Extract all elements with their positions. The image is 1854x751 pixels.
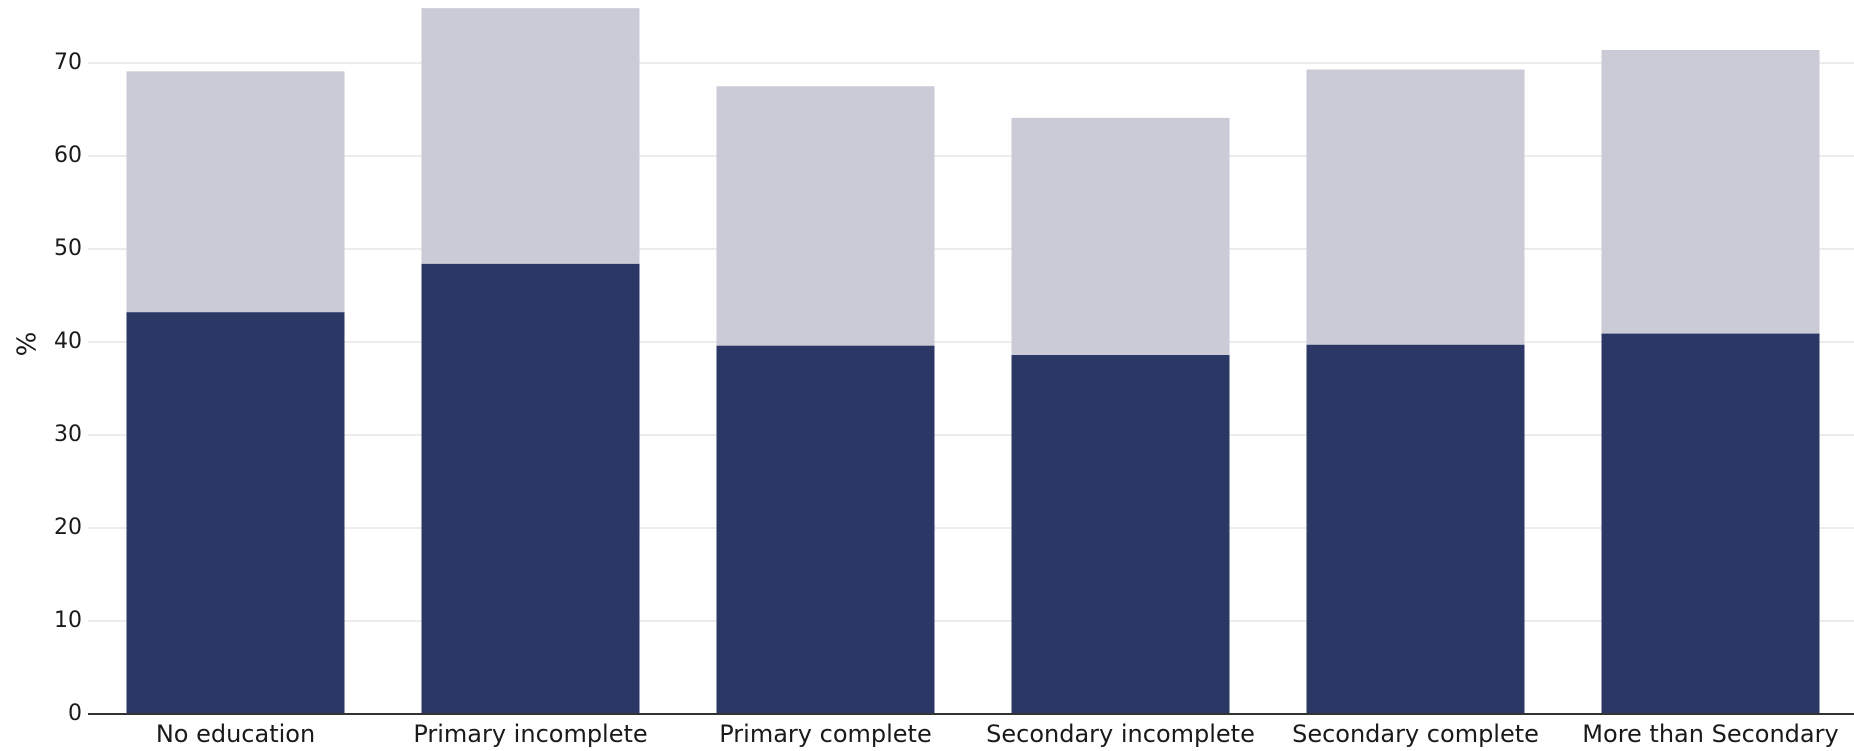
- y-tick-label: 10: [54, 608, 82, 633]
- y-tick-label: 0: [68, 701, 82, 726]
- x-tick-label: Secondary complete: [1292, 720, 1539, 748]
- x-tick-label: Secondary incomplete: [986, 720, 1255, 748]
- bar-front-3: [1011, 355, 1230, 714]
- bar-front-4: [1306, 344, 1525, 714]
- y-tick-label: 20: [54, 515, 82, 540]
- y-axis-title: %: [13, 332, 43, 357]
- bars: [126, 8, 1820, 715]
- y-tick-label: 70: [54, 50, 82, 75]
- bar-front-1: [421, 263, 640, 714]
- x-tick-label: Primary incomplete: [413, 720, 647, 748]
- y-tick-label: 40: [54, 329, 82, 354]
- category-labels: No education Primary incomplete Primary co…: [156, 720, 1839, 748]
- x-tick-label: More than Secondary: [1582, 720, 1838, 748]
- axes: % 0 10 20 30 40 50 60 70: [13, 50, 1854, 726]
- x-tick-label: Primary complete: [719, 720, 931, 748]
- y-tick-label: 60: [54, 143, 82, 168]
- y-tick-label: 30: [54, 422, 82, 447]
- gridlines: [88, 62, 1854, 622]
- bar-front-5: [1601, 333, 1820, 714]
- x-tick-label: No education: [156, 720, 315, 748]
- bar-front-0: [126, 312, 345, 714]
- y-tick-label: 50: [54, 236, 82, 261]
- bar-front-2: [716, 345, 935, 714]
